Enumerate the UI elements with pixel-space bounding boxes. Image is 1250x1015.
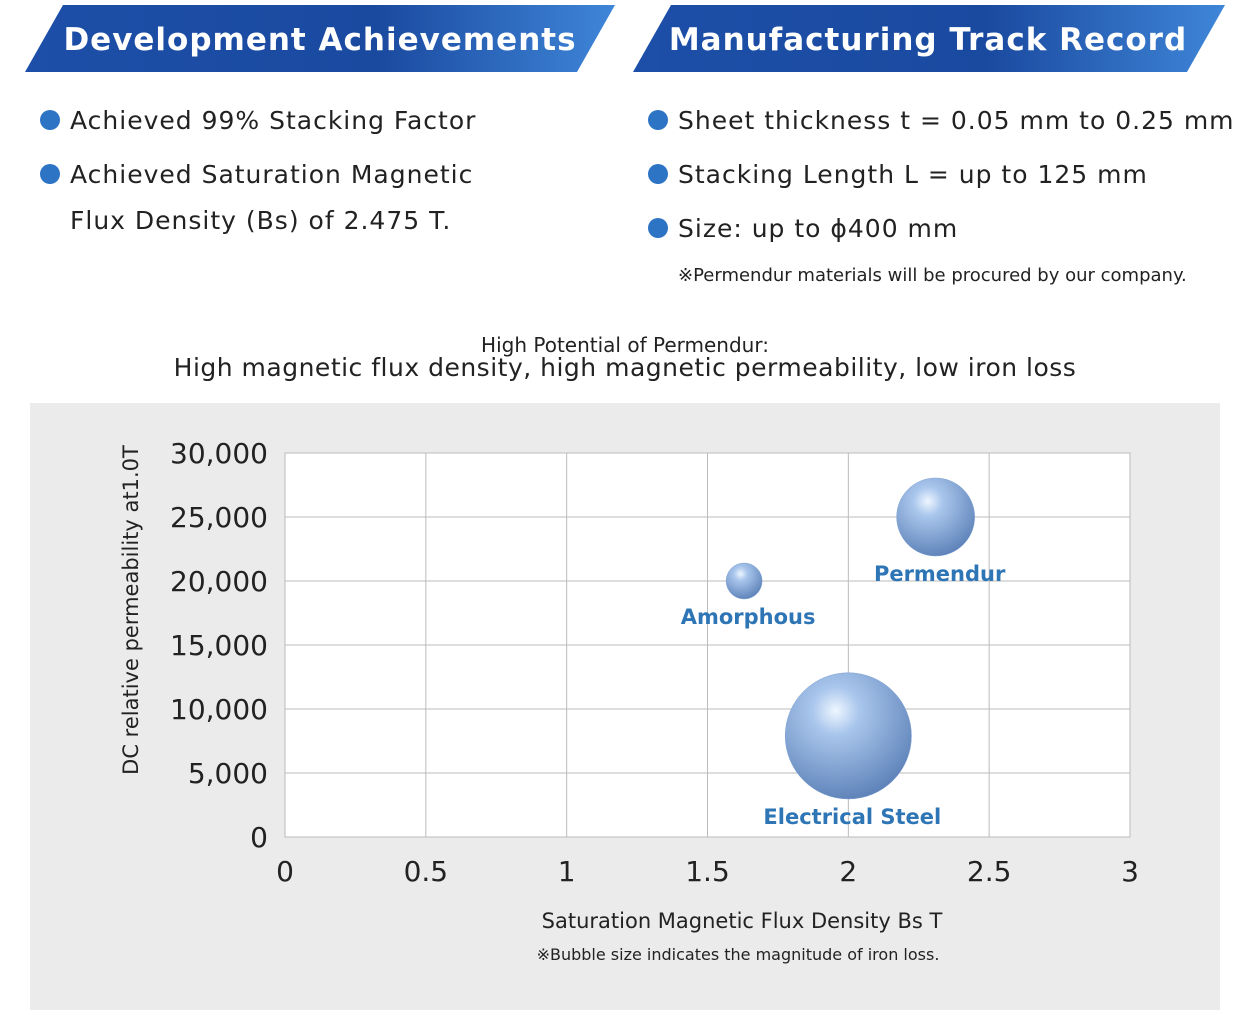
y-tick-label: 15,000 (170, 629, 268, 662)
bullet-item: Stacking Length L = up to 125 mm (648, 152, 1248, 198)
x-tick-label: 1 (558, 855, 576, 888)
bullet-item: Size: up to ϕ400 mm (648, 206, 1248, 252)
x-tick-label: 0 (276, 855, 294, 888)
y-axis-label: DC relative permeability at1.0T (119, 445, 143, 775)
bullet-list: Sheet thickness t = 0.05 mm to 0.25 mm S… (648, 98, 1248, 260)
x-tick-label: 3 (1121, 855, 1139, 888)
y-tick-label: 10,000 (170, 693, 268, 726)
x-tick-label: 2 (839, 855, 857, 888)
bullet-item: Sheet thickness t = 0.05 mm to 0.25 mm (648, 98, 1248, 144)
banner-shape (633, 5, 1225, 72)
banner-shape (25, 5, 615, 72)
x-tick-label: 2.5 (967, 855, 1012, 888)
y-tick-label: 25,000 (170, 501, 268, 534)
bubble (896, 477, 975, 557)
y-tick-label: 30,000 (170, 437, 268, 470)
y-tick-label: 0 (250, 821, 268, 854)
section-banner: Manufacturing Track Record (633, 5, 1225, 72)
chart-subtitle: High magnetic flux density, high magneti… (174, 353, 1077, 382)
bubble-label: Permendur (874, 562, 1006, 586)
chart-title: High Potential of Permendur: (481, 333, 769, 357)
x-tick-label: 1.5 (685, 855, 730, 888)
chart-note: ※Bubble size indicates the magnitude of … (537, 945, 940, 964)
x-axis-label: Saturation Magnetic Flux Density Bs T (542, 909, 943, 933)
note: ※Permendur materials will be procured by… (678, 265, 1187, 286)
bullet-item: Achieved 99% Stacking Factor (40, 98, 480, 144)
bullet-list: Achieved 99% Stacking Factor Achieved Sa… (40, 98, 480, 252)
section-title: Manufacturing Track Record (668, 22, 1188, 58)
y-tick-label: 20,000 (170, 565, 268, 598)
x-tick-label: 0.5 (404, 855, 449, 888)
bubble (725, 562, 763, 600)
y-tick-label: 5,000 (188, 757, 268, 790)
bullet-item: Achieved Saturation Magnetic Flux Densit… (40, 152, 480, 244)
chart: High Potential of Permendur: High magnet… (30, 333, 1220, 1010)
section-title: Development Achievements (63, 22, 577, 58)
bubble-label: Amorphous (681, 605, 816, 629)
bubble (784, 672, 912, 800)
section-banner: Development Achievements (25, 5, 615, 72)
bubble-label: Electrical Steel (763, 805, 941, 829)
